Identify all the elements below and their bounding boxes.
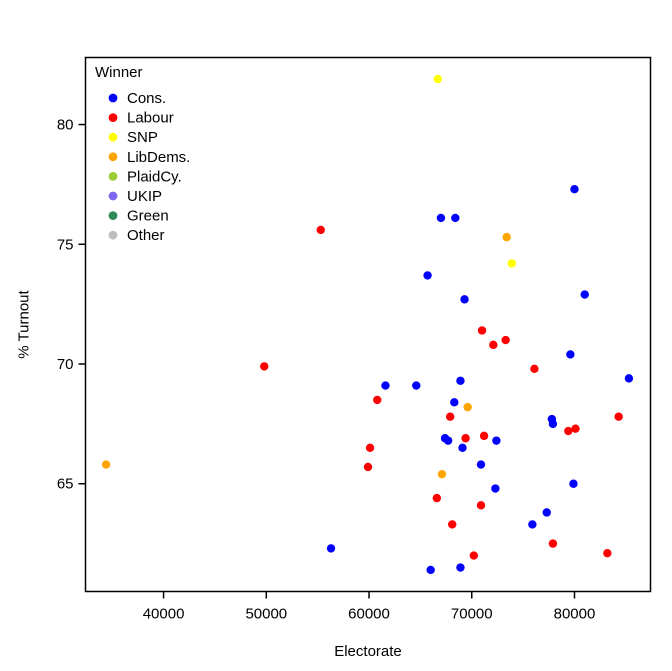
data-point-labour xyxy=(448,520,457,529)
data-point-labour xyxy=(316,225,325,235)
data-point-cons xyxy=(326,544,336,553)
data-point-labour xyxy=(365,443,375,453)
x-tick-label: 50000 xyxy=(245,606,287,623)
legend-label-other: Other xyxy=(127,227,165,244)
data-point-labour xyxy=(489,340,498,350)
data-point-libdems xyxy=(437,469,447,479)
data-point-cons xyxy=(476,460,486,469)
legend-label-libdems: LibDems. xyxy=(127,149,190,166)
legend-swatch-other xyxy=(108,230,118,240)
y-tick-label: 75 xyxy=(57,236,74,253)
legend-label-plaidcy: PlaidCy. xyxy=(127,168,182,185)
data-point-labour xyxy=(260,362,269,371)
y-tick-label: 70 xyxy=(57,356,74,373)
x-axis-title: Electorate xyxy=(334,643,402,660)
x-tick-label: 40000 xyxy=(143,606,185,623)
data-point-cons xyxy=(566,350,575,359)
data-point-labour xyxy=(548,539,558,548)
data-point-labour xyxy=(571,424,580,433)
legend-swatch-labour xyxy=(108,113,118,122)
legend-label-green: Green xyxy=(127,208,169,225)
data-point-labour xyxy=(614,412,623,421)
data-point-cons xyxy=(569,479,578,488)
data-point-cons xyxy=(528,520,537,529)
legend-swatch-snp xyxy=(108,132,118,142)
y-tick-label: 65 xyxy=(57,476,74,493)
data-point-cons xyxy=(458,443,467,453)
x-tick-label: 60000 xyxy=(348,606,390,623)
legend-label-cons: Cons. xyxy=(127,90,166,107)
x-tick-label: 70000 xyxy=(451,606,493,623)
data-point-cons xyxy=(426,565,435,575)
data-point-labour xyxy=(479,431,489,441)
data-point-cons xyxy=(624,374,634,383)
y-axis-title: % Turnout xyxy=(15,290,33,359)
data-point-cons xyxy=(491,484,500,493)
legend-swatch-cons xyxy=(108,93,118,103)
data-point-snp xyxy=(507,259,517,268)
data-point-labour xyxy=(469,551,479,560)
plot-box xyxy=(84,56,652,593)
legend-label-labour: Labour xyxy=(127,110,174,127)
legend-label-ukip: UKIP xyxy=(127,188,162,205)
data-point-cons xyxy=(570,185,579,194)
data-point-cons xyxy=(443,436,453,445)
legend-title: Winner xyxy=(95,64,143,81)
data-point-cons xyxy=(423,271,432,280)
data-point-cons xyxy=(460,295,469,304)
data-point-libdems xyxy=(101,460,111,469)
legend-swatch-ukip xyxy=(108,191,118,201)
data-point-labour xyxy=(373,395,382,405)
data-point-labour xyxy=(530,364,539,374)
legend-swatch-libdems xyxy=(108,152,118,162)
legend-swatch-green xyxy=(108,211,118,221)
data-point-cons xyxy=(548,419,558,429)
data-point-libdems xyxy=(502,232,511,242)
data-point-cons xyxy=(450,398,459,407)
data-point-labour xyxy=(445,412,455,421)
data-point-labour xyxy=(363,462,373,472)
data-point-cons xyxy=(412,381,421,390)
data-point-labour xyxy=(432,493,442,503)
x-tick-label: 80000 xyxy=(554,606,596,623)
legend-swatch-plaidcy xyxy=(108,172,118,181)
data-point-cons xyxy=(492,436,501,445)
data-point-cons xyxy=(456,376,465,385)
data-point-cons xyxy=(381,381,390,390)
data-point-labour xyxy=(603,548,612,558)
data-point-labour xyxy=(461,434,470,443)
data-point-cons xyxy=(436,213,446,223)
data-point-labour xyxy=(564,426,573,436)
data-point-cons xyxy=(451,213,460,223)
data-point-cons xyxy=(580,290,589,299)
data-point-cons xyxy=(542,508,551,517)
data-point-labour xyxy=(477,326,487,335)
legend-label-snp: SNP xyxy=(127,129,158,146)
data-point-cons xyxy=(456,563,465,572)
data-point-snp xyxy=(433,74,443,84)
data-point-labour xyxy=(501,335,510,345)
data-point-labour xyxy=(476,501,486,510)
data-point-libdems xyxy=(463,402,472,412)
y-tick-label: 80 xyxy=(57,117,74,134)
